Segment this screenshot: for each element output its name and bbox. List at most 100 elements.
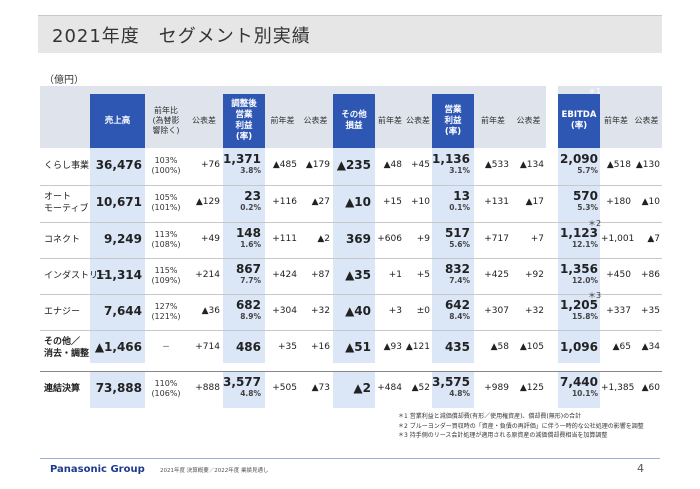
header-other-plan: 公表差: [406, 116, 430, 125]
footnotes: ＊1 営業利益と減価償却費(有形／使用権資産)、償却費(無形)の合計 ＊2 ブル…: [398, 412, 644, 441]
header-yoy: 前年比 (為替影 響除く): [152, 106, 180, 135]
row-label: 連結決算: [44, 384, 81, 394]
op-prev-cell: +131: [484, 197, 509, 207]
plan-diff-cell: +888: [195, 383, 220, 393]
header-ebitda: EBITDA (率): [558, 94, 600, 148]
adj-op-cell: 486: [235, 340, 261, 354]
other-cell: ▲235: [336, 158, 371, 172]
eb-plan-cell: ▲34: [641, 342, 660, 352]
other-plan-cell: +45: [411, 160, 430, 170]
yoy-cell: 115% (109%): [151, 266, 181, 285]
plan-diff-cell: ▲36: [201, 306, 220, 316]
brand-logo: Panasonic Group: [50, 464, 145, 475]
table-row: その他／ 消去・調整 ▲1,466 － +714 486 +35 +16 ▲51 ▲93 ▲121 4…: [40, 330, 662, 366]
adj-prev-cell: ▲485: [272, 160, 297, 170]
other-cell: ▲40: [345, 304, 371, 318]
adj-plan-cell: ▲179: [305, 160, 330, 170]
plan-diff-cell: +76: [201, 160, 220, 170]
adj-prev-cell: +424: [272, 270, 297, 280]
table-row: オート モーティブ 10,671 105% (101%) ▲129 23 0.2% +116 ▲2…: [40, 185, 662, 221]
ebitda-cell: 1,123 12.1%: [560, 226, 598, 249]
header-plan-diff: 公表差: [192, 116, 216, 125]
adj-prev-cell: +35: [278, 342, 297, 352]
other-prev-cell: ▲93: [383, 342, 402, 352]
plan-diff-cell: +49: [201, 234, 220, 244]
adj-plan-cell: +16: [311, 342, 330, 352]
table-row: くらし事業 36,476 103% (100%) +76 1,371 3.8% ▲485 ▲17…: [40, 148, 662, 184]
table-row: 連結決算 73,888 110% (106%) +888 3,577 4.8% +505 ▲73…: [40, 371, 662, 407]
header-adj-prev: 前年差: [270, 116, 295, 125]
adj-plan-cell: ▲73: [311, 383, 330, 393]
eb-plan-cell: ▲10: [641, 197, 660, 207]
other-prev-cell: ▲48: [383, 160, 402, 170]
segment-table: 売上高 前年比 (為替影 響除く) 公表差 調整後 営業 利益 (率) 前年差 公表差 そ…: [40, 86, 662, 408]
adj-op-cell: 867 7.7%: [235, 262, 261, 285]
sales-cell: 10,671: [95, 195, 142, 209]
other-prev-cell: +606: [377, 234, 402, 244]
op-cell: 3,575 4.8%: [432, 375, 470, 398]
footnote-1: ＊1 営業利益と減価償却費(有形／使用権資産)、償却費(無形)の合計: [398, 413, 582, 420]
op-plan-cell: +7: [530, 234, 544, 244]
plan-diff-cell: +714: [195, 342, 220, 352]
row-label: オート モーティブ: [44, 192, 89, 214]
eb-prev-cell: +337: [606, 306, 631, 316]
row-label: その他／ 消去・調整: [44, 337, 90, 359]
row-divider: [40, 185, 662, 186]
row-label: インダストリー: [44, 271, 108, 281]
adj-op-cell: 1,371 3.8%: [223, 152, 261, 175]
op-cell: 832 7.4%: [444, 262, 470, 285]
op-plan-cell: +92: [525, 270, 544, 280]
eb-prev-cell: ▲518: [606, 160, 631, 170]
sales-cell: 7,644: [104, 304, 142, 318]
op-prev-cell: +425: [484, 270, 509, 280]
eb-plan-cell: ▲130: [635, 160, 660, 170]
eb-plan-cell: +86: [641, 270, 660, 280]
adj-op-cell: 23 0.2%: [240, 189, 261, 212]
ebitda-note-mark: ＊1: [588, 87, 602, 96]
eb-prev-cell: +1,001: [601, 234, 635, 244]
op-cell: 517 5.6%: [444, 226, 470, 249]
adj-prev-cell: +304: [272, 306, 297, 316]
other-cell: ▲2: [353, 381, 371, 395]
adj-plan-cell: +32: [311, 306, 330, 316]
adj-plan-cell: ▲27: [311, 197, 330, 207]
op-plan-cell: ▲125: [519, 383, 544, 393]
other-plan-cell: +9: [416, 234, 430, 244]
row-label: くらし事業: [44, 161, 90, 171]
header-eb-prev: 前年差: [604, 116, 628, 125]
op-plan-cell: ▲105: [519, 342, 544, 352]
adj-op-cell: 3,577 4.8%: [223, 375, 261, 398]
ebitda-cell: 2,090 5.7%: [560, 152, 598, 175]
ebitda-cell: 1,356 12.0%: [560, 262, 598, 285]
footer-rule: [40, 458, 660, 459]
row-divider: [40, 330, 662, 331]
unit-label: （億円）: [44, 75, 84, 86]
header-sales: 売上高: [90, 94, 145, 148]
op-plan-cell: ▲17: [525, 197, 544, 207]
yoy-cell: 103% (100%): [151, 156, 181, 175]
eb-plan-cell: ▲60: [641, 383, 660, 393]
other-prev-cell: +484: [377, 383, 402, 393]
total-divider: [40, 371, 662, 372]
footnote-2: ＊2 ブルーヨンダー買収時の「資産・負債の再評価」に伴う一時的な公社処理の影響を…: [398, 422, 644, 430]
sales-cell: 11,314: [95, 268, 142, 282]
op-cell: 642 8.4%: [444, 298, 470, 321]
table-row: コネクト 9,249 113% (108%) +49 148 1.6% +111 ▲2 369 +6…: [40, 219, 662, 258]
header-eb-plan: 公表差: [634, 116, 659, 125]
eb-plan-cell: ▲7: [647, 234, 660, 244]
other-cell: ▲35: [345, 268, 371, 282]
other-prev-cell: +3: [388, 306, 402, 316]
sales-cell: 36,476: [95, 158, 142, 172]
header-other: その他 損益: [333, 94, 375, 148]
other-prev-cell: +15: [383, 197, 402, 207]
title-bar: 2021年度 セグメント別実績: [38, 15, 662, 53]
ebitda-row-note: ＊2: [588, 219, 602, 228]
eb-plan-cell: +35: [641, 306, 660, 316]
ebitda-cell: 7,440 10.1%: [560, 375, 598, 398]
plan-diff-cell: +214: [195, 270, 220, 280]
eb-prev-cell: +450: [606, 270, 631, 280]
eb-prev-cell: +180: [606, 197, 631, 207]
row-divider: [40, 258, 662, 259]
header-op: 営業 利益 (率): [432, 94, 474, 148]
yoy-cell: 105% (101%): [151, 193, 181, 212]
